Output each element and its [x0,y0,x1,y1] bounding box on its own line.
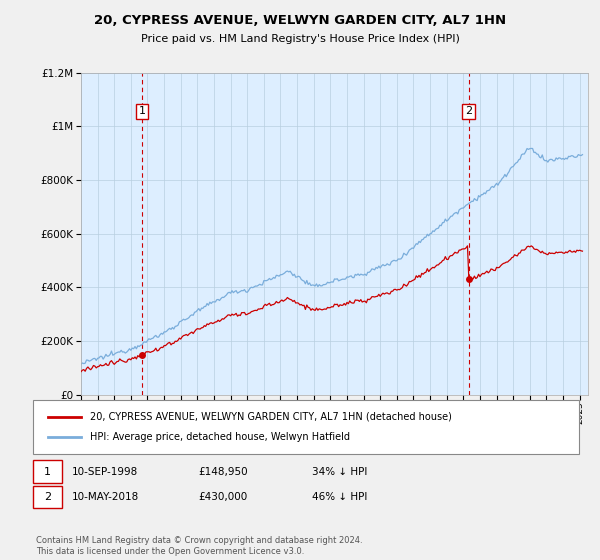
Text: 34% ↓ HPI: 34% ↓ HPI [312,466,367,477]
Text: £430,000: £430,000 [198,492,247,502]
Text: 2: 2 [465,106,472,116]
Text: 10-MAY-2018: 10-MAY-2018 [72,492,139,502]
Text: 2: 2 [44,492,51,502]
Text: 20, CYPRESS AVENUE, WELWYN GARDEN CITY, AL7 1HN (detached house): 20, CYPRESS AVENUE, WELWYN GARDEN CITY, … [90,412,452,422]
Text: 1: 1 [44,466,51,477]
Text: Contains HM Land Registry data © Crown copyright and database right 2024.
This d: Contains HM Land Registry data © Crown c… [36,536,362,556]
Text: Price paid vs. HM Land Registry's House Price Index (HPI): Price paid vs. HM Land Registry's House … [140,34,460,44]
Text: 1: 1 [139,106,146,116]
Text: 10-SEP-1998: 10-SEP-1998 [72,466,138,477]
Text: £148,950: £148,950 [198,466,248,477]
Text: HPI: Average price, detached house, Welwyn Hatfield: HPI: Average price, detached house, Welw… [90,432,350,442]
Text: 20, CYPRESS AVENUE, WELWYN GARDEN CITY, AL7 1HN: 20, CYPRESS AVENUE, WELWYN GARDEN CITY, … [94,14,506,27]
Text: 46% ↓ HPI: 46% ↓ HPI [312,492,367,502]
